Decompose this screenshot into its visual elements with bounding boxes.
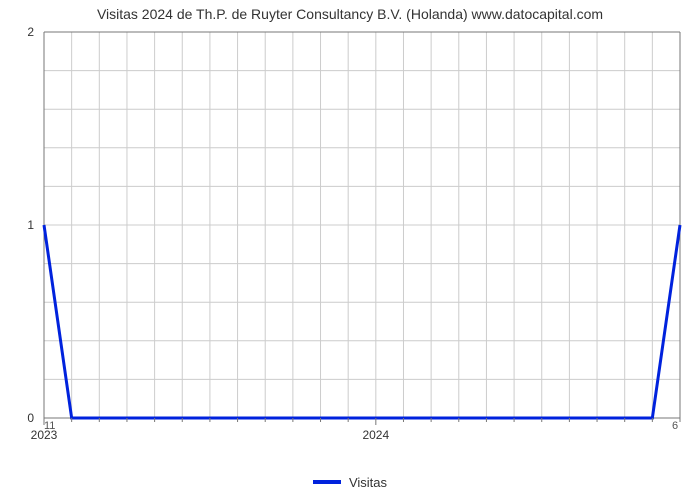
y-tick-label: 1	[0, 218, 34, 232]
below-label-right: 6	[672, 420, 678, 432]
plot-area	[44, 32, 680, 418]
legend: Visitas	[0, 472, 700, 490]
chart-title: Visitas 2024 de Th.P. de Ruyter Consulta…	[0, 6, 700, 22]
x-tick-label: 2024	[362, 428, 389, 442]
plot-svg	[44, 32, 680, 418]
below-label-left: 11	[44, 420, 55, 432]
legend-swatch	[313, 480, 341, 484]
legend-label: Visitas	[349, 475, 387, 490]
y-tick-label: 2	[0, 25, 34, 39]
legend-item: Visitas	[313, 475, 387, 490]
y-tick-label: 0	[0, 411, 34, 425]
line-chart: Visitas 2024 de Th.P. de Ruyter Consulta…	[0, 0, 700, 500]
